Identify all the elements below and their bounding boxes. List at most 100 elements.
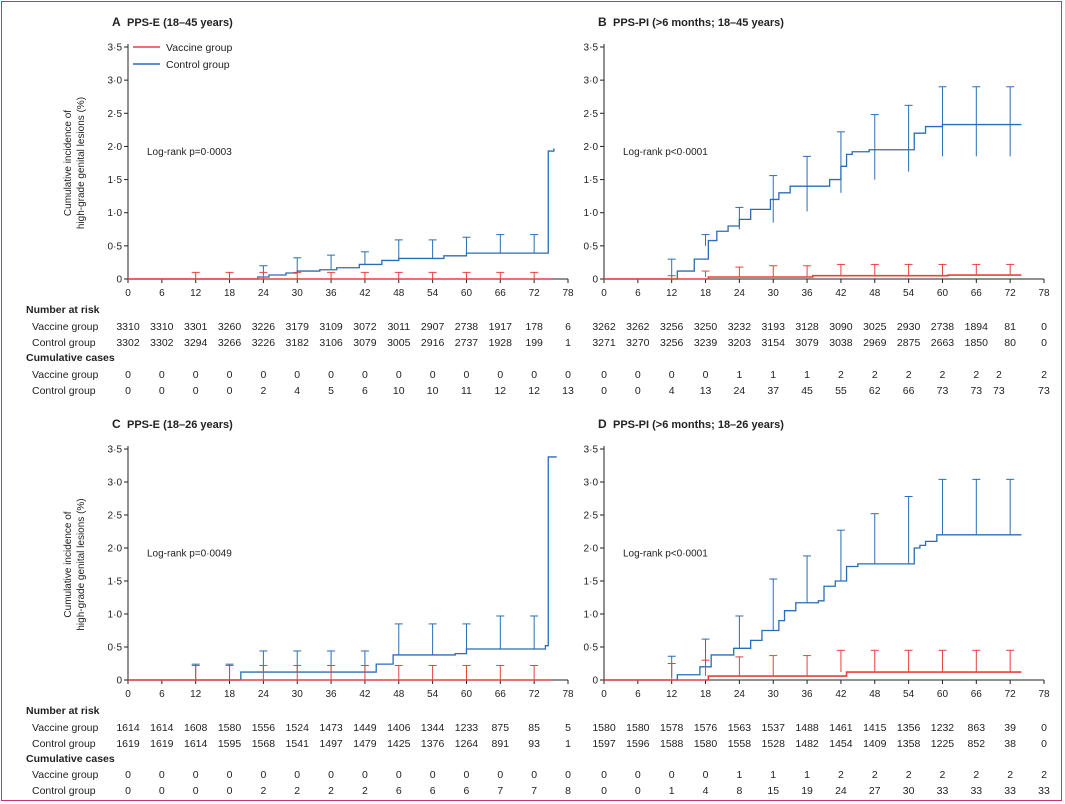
panel-c-x-tick-label: 24 xyxy=(258,689,270,700)
panel-a-cases-vaccine-value: 0 xyxy=(362,369,368,381)
panel-c-risk-vaccine-value: 1608 xyxy=(184,722,208,734)
panel-b-x-tick-label: 6 xyxy=(635,288,641,299)
panel-a-risk-control-value: 2916 xyxy=(421,337,445,349)
panel-a-x-tick-label: 66 xyxy=(495,288,507,299)
panel-b-risk-vaccine-value: 3232 xyxy=(728,321,752,333)
panel-b-x-tick-label: 24 xyxy=(734,288,746,299)
panel-c-risk-vaccine-value: 1524 xyxy=(286,722,310,734)
panel-c-cases-vaccine-value: 0 xyxy=(565,769,571,781)
panel-c-risk-vaccine-label: Vaccine group xyxy=(32,722,99,734)
panel-b-pvalue: Log-rank p<0·0001 xyxy=(623,147,708,158)
panel-a-risk-vaccine-value: 3179 xyxy=(286,321,310,333)
panel-c-risk-control-value: 93 xyxy=(528,738,540,750)
panel-a-cases-control-value: 10 xyxy=(393,385,405,397)
panel-a-x-tick-label: 72 xyxy=(529,288,541,299)
panel-b-risk-control-value: 1850 xyxy=(965,337,989,349)
panel-a-x-tick-label: 54 xyxy=(427,288,439,299)
panel-b-cases-control-value: 37 xyxy=(767,385,779,397)
panel-c-x-tick-label: 30 xyxy=(292,689,304,700)
panel-a-number-at-risk-heading: Number at risk xyxy=(26,304,100,316)
panel-d-cases-vaccine-value: 2 xyxy=(940,769,946,781)
panel-b-y-tick-label: 2·5 xyxy=(584,109,599,120)
panel-c-risk-control-value: 1376 xyxy=(421,738,445,750)
panel-b-y-tick-label: 0 xyxy=(592,275,598,286)
panel-c-risk-vaccine-value: 1473 xyxy=(319,722,343,734)
panel-b-y-tick-label: 1·5 xyxy=(584,175,599,186)
panel-b-cases-control-value: 66 xyxy=(903,385,915,397)
panel-a-risk-vaccine-value: 3109 xyxy=(319,321,343,333)
panel-d-risk-control-value: 1580 xyxy=(694,738,718,750)
panel-c-cases-vaccine-value: 0 xyxy=(227,769,233,781)
panel-c-control-curve xyxy=(128,456,557,681)
panel-b-x-tick-label: 60 xyxy=(937,288,949,299)
panel-a-y-tick-label: 0·5 xyxy=(108,241,123,252)
panel-b-cases-control-value: 0 xyxy=(635,385,641,397)
panel-c-y-tick-label: 2·0 xyxy=(108,544,123,555)
panel-c-risk-control-value: 1619 xyxy=(116,738,140,750)
panel-d-x-tick-label: 24 xyxy=(734,689,746,700)
panel-a-cases-vaccine-value: 0 xyxy=(294,369,300,381)
panel-d-y-tick-label: 0·5 xyxy=(584,643,599,654)
panel-b-risk-vaccine-value: 1894 xyxy=(965,321,989,333)
panel-a-cases-vaccine-value: 0 xyxy=(531,369,537,381)
panel-d-x-tick-label: 66 xyxy=(971,689,983,700)
panel-d-cases-control-value: 27 xyxy=(869,785,881,797)
panel-c-y-tick-label: 2·5 xyxy=(108,511,123,522)
panel-c-risk-control-value: 1479 xyxy=(353,738,377,750)
panel-d-cases-vaccine-value: 0 xyxy=(635,769,641,781)
panel-c-y-tick-label: 1·0 xyxy=(108,610,123,621)
panel-b-risk-control-value: 3154 xyxy=(762,337,786,349)
panel-c-risk-control-value: 1264 xyxy=(455,738,479,750)
panel-d-risk-vaccine-value: 1580 xyxy=(592,722,616,734)
panel-d-x-tick-label: 18 xyxy=(700,689,712,700)
panel-c-x-tick-label: 36 xyxy=(326,689,338,700)
panel-d-cases-control-value: 33 xyxy=(970,785,982,797)
panel-b-risk-vaccine-value: 3025 xyxy=(863,321,887,333)
panel-d-risk-vaccine-value: 1537 xyxy=(762,722,786,734)
panel-c-risk-control-value: 1595 xyxy=(218,738,242,750)
panel-b-risk-control-value: 3038 xyxy=(829,337,853,349)
panel-d-risk-vaccine-value: 1415 xyxy=(863,722,887,734)
panel-d-risk-vaccine-value: 863 xyxy=(968,722,986,734)
panel-b-y-tick-label: 0·5 xyxy=(584,241,599,252)
panel-d-cases-vaccine-value: 2 xyxy=(838,769,844,781)
panel-a-cases-vaccine-value: 0 xyxy=(193,369,199,381)
panel-b-risk-vaccine-value: 81 xyxy=(1004,321,1016,333)
panel-b-x-tick-label: 54 xyxy=(903,288,915,299)
panel-d-x-tick-label: 30 xyxy=(768,689,780,700)
panel-a-cases-control-value: 4 xyxy=(294,385,300,397)
panel-b-cases-vaccine-value: 2 xyxy=(872,369,878,381)
panel-d-risk-control-value: 1588 xyxy=(660,738,684,750)
panel-a-cases-vaccine-label: Vaccine group xyxy=(32,369,99,381)
panel-c-risk-vaccine-value: 1233 xyxy=(455,722,479,734)
panel-b-cases-vaccine-value: 1 xyxy=(736,369,742,381)
panel-a-cases-vaccine-value: 0 xyxy=(227,369,233,381)
panel-a-risk-control-value: 1928 xyxy=(489,337,513,349)
panel-a-cases-vaccine-value: 0 xyxy=(125,369,131,381)
panel-c-cases-vaccine-value: 0 xyxy=(430,769,436,781)
panel-a-risk-vaccine-value: 2738 xyxy=(455,321,479,333)
panel-d-x-tick-label: 78 xyxy=(1038,689,1050,700)
panel-c-cases-control-value: 6 xyxy=(464,785,470,797)
panel-d-control-curve xyxy=(604,534,1022,681)
panel-a-risk-vaccine-value: 178 xyxy=(525,321,543,333)
panel-b-vaccine-curve xyxy=(604,274,1022,280)
panel-a-risk-control-value: 3005 xyxy=(387,337,411,349)
panel-d-pvalue: Log-rank p<0·0001 xyxy=(623,549,708,560)
panel-a-x-tick-label: 78 xyxy=(562,288,574,299)
panel-b-cases-vaccine-value: 0 xyxy=(601,369,607,381)
panel-c-cases-vaccine-value: 0 xyxy=(464,769,470,781)
panel-c-x-tick-label: 78 xyxy=(562,689,574,700)
panel-b-cases-vaccine-value: 2 xyxy=(996,369,1002,381)
panel-a-risk-control-value: 1 xyxy=(565,337,571,349)
panel-b-risk-vaccine-value: 3250 xyxy=(694,321,718,333)
panel-c-risk-control-value: 1 xyxy=(565,738,571,750)
panel-d-cases-vaccine-value: 2 xyxy=(872,769,878,781)
panel-c-cases-control-value: 2 xyxy=(328,785,334,797)
panel-d-risk-vaccine-value: 0 xyxy=(1041,722,1047,734)
panel-b-cases-control-value: 55 xyxy=(835,385,847,397)
panel-a-risk-control-value: 199 xyxy=(525,337,543,349)
panel-d-risk-vaccine-value: 1488 xyxy=(795,722,819,734)
panel-c-cases-vaccine-value: 0 xyxy=(328,769,334,781)
